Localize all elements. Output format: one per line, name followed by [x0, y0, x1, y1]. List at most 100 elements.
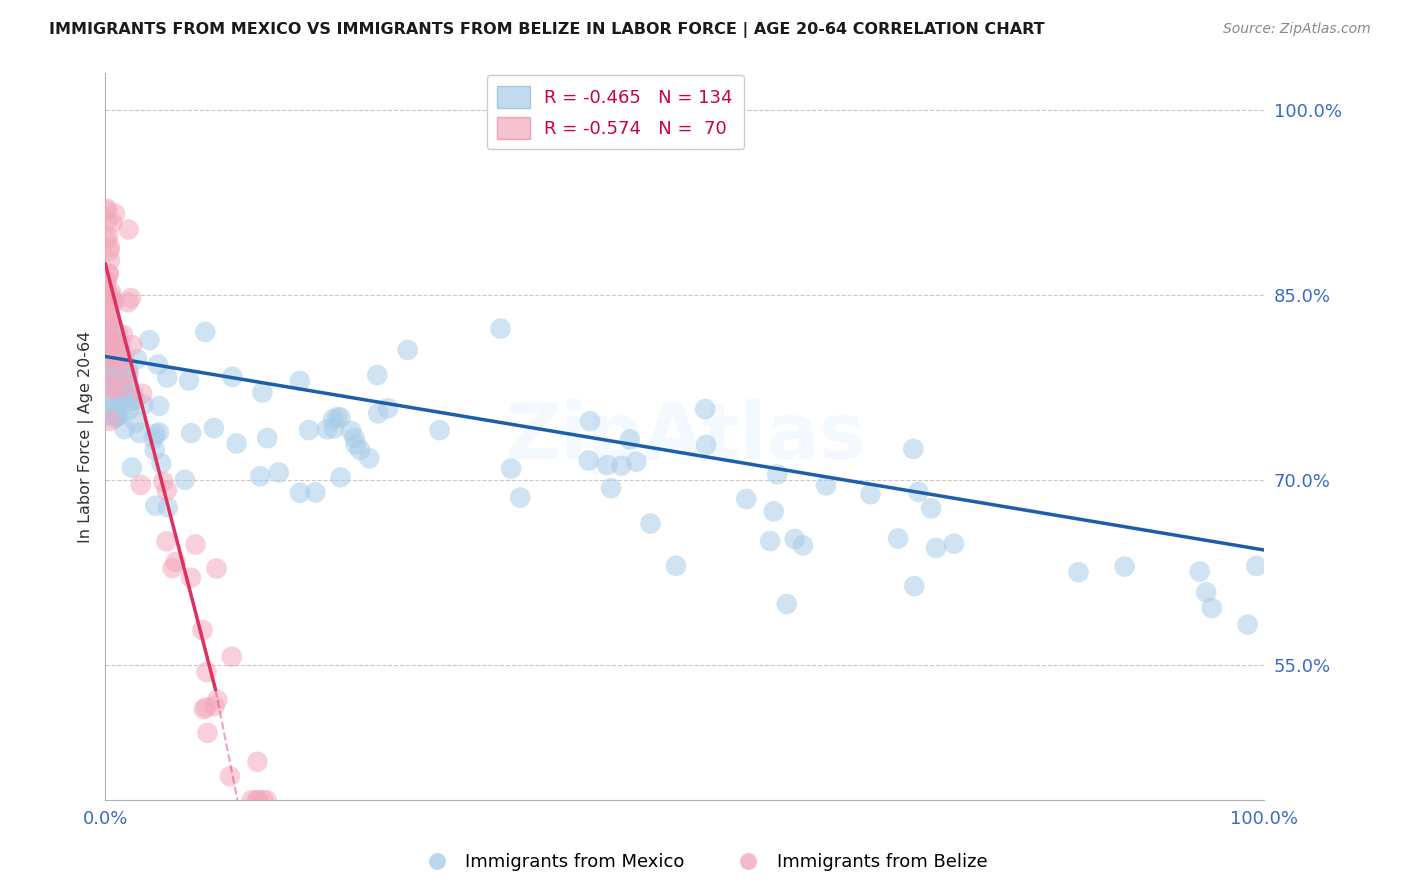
Point — [101, 401, 124, 416]
Point — [349, 442, 371, 457]
Point — [101, 336, 124, 351]
Point — [105, 352, 128, 367]
Point — [104, 359, 127, 373]
Point — [288, 374, 311, 388]
Point — [221, 649, 243, 664]
Point — [125, 416, 148, 430]
Point — [1114, 559, 1136, 574]
Point — [143, 443, 166, 458]
Point — [103, 367, 125, 381]
Point — [367, 406, 389, 420]
Point — [759, 534, 782, 549]
Point — [107, 408, 129, 422]
Point — [155, 534, 177, 549]
Point — [887, 532, 910, 546]
Point — [156, 483, 179, 498]
Point — [97, 335, 120, 350]
Point — [249, 469, 271, 483]
Point — [110, 343, 132, 358]
Point — [111, 366, 134, 380]
Point — [107, 334, 129, 349]
Point — [596, 458, 619, 472]
Point — [344, 437, 367, 451]
Point — [735, 491, 758, 506]
Point — [120, 291, 142, 305]
Point — [110, 378, 132, 392]
Point — [204, 699, 226, 714]
Point — [121, 460, 143, 475]
Point — [101, 379, 124, 393]
Point — [107, 365, 129, 379]
Point — [98, 414, 121, 428]
Point — [98, 244, 121, 258]
Point — [194, 700, 217, 714]
Point — [377, 401, 399, 416]
Point — [97, 267, 120, 281]
Point — [96, 233, 118, 247]
Point — [100, 351, 122, 365]
Point — [174, 473, 197, 487]
Point — [117, 363, 139, 377]
Point — [267, 466, 290, 480]
Point — [110, 394, 132, 409]
Point — [107, 373, 129, 387]
Point — [108, 383, 131, 397]
Point — [110, 372, 132, 386]
Point — [288, 485, 311, 500]
Point — [108, 359, 131, 373]
Point — [138, 333, 160, 347]
Point — [246, 755, 269, 769]
Point — [322, 412, 344, 426]
Point — [610, 458, 633, 473]
Point — [396, 343, 419, 357]
Point — [132, 398, 155, 412]
Point — [108, 382, 131, 396]
Point — [1236, 617, 1258, 632]
Point — [148, 399, 170, 413]
Point — [96, 377, 118, 392]
Point — [359, 451, 381, 466]
Point — [246, 793, 269, 807]
Point — [104, 329, 127, 343]
Point — [96, 370, 118, 384]
Point — [115, 398, 138, 412]
Point — [100, 285, 122, 300]
Point — [97, 267, 120, 281]
Point — [925, 541, 948, 555]
Point — [1201, 601, 1223, 615]
Point — [326, 410, 349, 425]
Point — [145, 499, 167, 513]
Text: Source: ZipAtlas.com: Source: ZipAtlas.com — [1223, 22, 1371, 37]
Point — [907, 484, 929, 499]
Point — [920, 501, 942, 516]
Point — [207, 693, 229, 707]
Point — [128, 425, 150, 440]
Point — [100, 403, 122, 417]
Point — [104, 335, 127, 350]
Point — [96, 276, 118, 290]
Point — [152, 475, 174, 489]
Point — [103, 374, 125, 388]
Point — [205, 561, 228, 575]
Point — [579, 414, 602, 428]
Point — [578, 453, 600, 467]
Point — [142, 432, 165, 446]
Point — [96, 203, 118, 218]
Point — [256, 793, 278, 807]
Point — [1188, 565, 1211, 579]
Point — [118, 402, 141, 417]
Point — [101, 293, 124, 308]
Point — [197, 726, 219, 740]
Point — [256, 431, 278, 445]
Point — [114, 422, 136, 436]
Point — [98, 311, 121, 326]
Point — [148, 425, 170, 440]
Legend: Immigrants from Mexico, Immigrants from Belize: Immigrants from Mexico, Immigrants from … — [412, 847, 994, 879]
Point — [104, 393, 127, 408]
Point — [942, 536, 965, 550]
Point — [96, 285, 118, 300]
Point — [619, 433, 641, 447]
Point — [219, 769, 242, 783]
Point — [117, 368, 139, 383]
Point — [193, 702, 215, 716]
